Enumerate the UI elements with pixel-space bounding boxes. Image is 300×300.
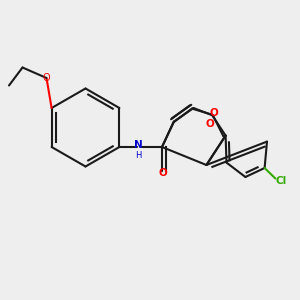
Text: Cl: Cl (276, 176, 287, 186)
Text: O: O (206, 118, 215, 129)
Text: H: H (135, 151, 141, 160)
Text: N: N (134, 140, 142, 151)
Text: O: O (209, 107, 218, 118)
Text: O: O (158, 167, 167, 178)
Text: O: O (43, 73, 50, 83)
